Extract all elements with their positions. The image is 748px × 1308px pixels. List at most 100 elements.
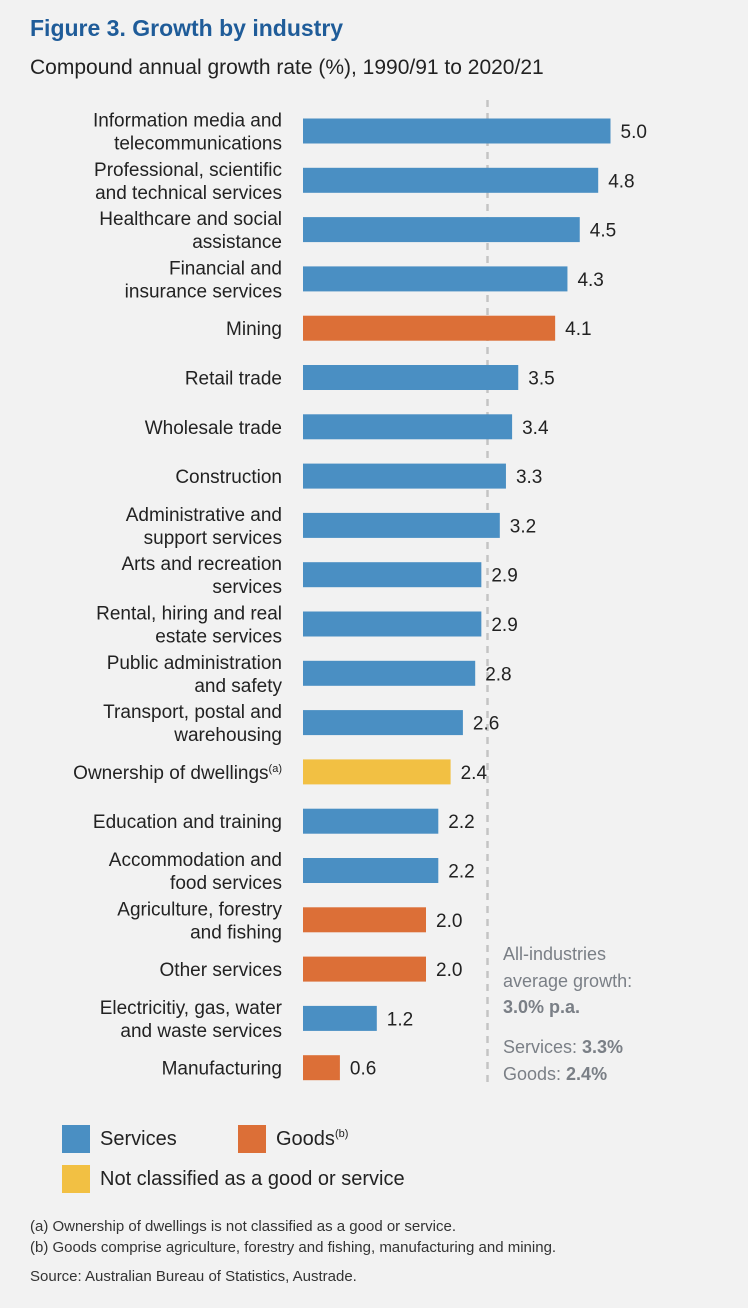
annotation-line-4: Goods: 2.4% (503, 1064, 607, 1084)
category-label-15-1: food services (170, 873, 282, 894)
annotation-part-0-0: All-industries (503, 944, 606, 964)
chart-title: Figure 3. Growth by industry (30, 15, 344, 41)
source-note: Source: Australian Bureau of Statistics,… (30, 1268, 357, 1285)
value-label-8: 3.2 (510, 516, 536, 537)
bar-1 (303, 167, 599, 193)
value-label-10: 2.9 (491, 615, 517, 636)
annotation-line-3: Services: 3.3% (503, 1037, 623, 1057)
value-label-11: 2.8 (485, 664, 511, 685)
value-label-4: 4.1 (565, 319, 591, 340)
category-label-3-0: Financial and (169, 258, 282, 279)
annotation-part-2-0: 3.0% p.a. (503, 997, 580, 1017)
bar-12 (303, 710, 463, 736)
bar-11 (303, 660, 476, 686)
value-label-18: 1.2 (387, 1009, 413, 1030)
category-label-13-0: Ownership of dwellings(a) (73, 763, 282, 784)
bar-16 (303, 907, 426, 933)
value-label-3: 4.3 (577, 270, 603, 291)
legend-item-services: Services (62, 1125, 177, 1153)
value-label-19: 0.6 (350, 1059, 376, 1080)
category-label-16-0: Agriculture, forestry (117, 899, 282, 920)
legend-label-goods: Goods(b) (276, 1127, 349, 1150)
bar-10 (303, 611, 482, 637)
category-label-15-0: Accommodation and (109, 850, 282, 871)
category-label-17-0: Other services (160, 960, 282, 981)
value-label-6: 3.4 (522, 418, 549, 439)
bar-14 (303, 808, 439, 834)
annotation-line-2: 3.0% p.a. (503, 997, 580, 1017)
legend-swatch-services (62, 1125, 90, 1153)
value-label-9: 2.9 (491, 566, 517, 587)
value-label-12: 2.6 (473, 714, 499, 735)
category-label-9-0: Arts and recreation (121, 554, 282, 575)
category-label-4-0: Mining (226, 319, 282, 340)
value-label-0: 5.0 (621, 122, 647, 143)
category-label-sup-13: (a) (269, 763, 282, 775)
category-label-12-1: warehousing (173, 725, 282, 746)
category-label-0-1: telecommunications (114, 134, 282, 155)
bar-13 (303, 759, 451, 785)
legend-label-unclassified: Not classified as a good or service (100, 1167, 405, 1190)
value-label-14: 2.2 (448, 812, 474, 833)
value-label-2: 4.5 (590, 221, 616, 242)
value-label-1: 4.8 (608, 171, 634, 192)
category-label-18-1: and waste services (120, 1021, 282, 1042)
category-label-11-1: and safety (194, 676, 282, 697)
bar-6 (303, 414, 513, 440)
category-label-16-1: and fishing (190, 922, 282, 943)
bar-3 (303, 266, 568, 292)
annotation-part-4-0: Goods: (503, 1064, 566, 1084)
bar-0 (303, 118, 611, 144)
annotation-line-1: average growth: (503, 971, 632, 991)
category-label-18-0: Electricitiy, gas, water (100, 998, 283, 1019)
chart-subtitle: Compound annual growth rate (%), 1990/91… (30, 56, 544, 79)
value-label-15: 2.2 (448, 862, 474, 883)
value-label-17: 2.0 (436, 960, 462, 981)
category-label-10-0: Rental, hiring and real (96, 604, 282, 625)
annotation-part-3-1: 3.3% (582, 1037, 623, 1057)
footnotes: (a) Ownership of dwellings is not classi… (30, 1216, 556, 1258)
category-label-7-0: Construction (175, 467, 282, 488)
bar-chart: 5.0 Information media andtelecommunicatio… (73, 100, 647, 1085)
annotation-part-3-0: Services: (503, 1037, 582, 1057)
category-label-3-1: insurance services (125, 281, 282, 302)
bar-15 (303, 858, 439, 883)
bar-17 (303, 956, 426, 982)
category-label-1-1: and technical services (95, 183, 282, 204)
category-label-8-0: Administrative and (126, 505, 282, 526)
legend-item-unclassified: Not classified as a good or service (62, 1165, 405, 1193)
bar-18 (303, 1005, 377, 1031)
category-label-19-0: Manufacturing (162, 1059, 282, 1080)
bar-9 (303, 562, 482, 588)
category-label-11-0: Public administration (107, 653, 282, 674)
bar-7 (303, 463, 506, 489)
category-label-14-0: Education and training (93, 812, 282, 833)
category-label-5-0: Retail trade (185, 369, 282, 390)
value-label-16: 2.0 (436, 911, 462, 932)
legend-label-services: Services (100, 1127, 177, 1150)
category-label-12-0: Transport, postal and (103, 702, 282, 723)
annotation-line-0: All-industries (503, 944, 606, 964)
category-label-0-0: Information media and (93, 111, 282, 132)
category-label-9-1: services (212, 577, 282, 598)
footnote-a: (a) Ownership of dwellings is not classi… (30, 1218, 457, 1235)
value-label-7: 3.3 (516, 467, 542, 488)
annotation-part-4-1: 2.4% (566, 1064, 607, 1084)
value-label-13: 2.4 (461, 763, 488, 784)
category-label-6-0: Wholesale trade (145, 418, 282, 439)
legend-item-goods: Goods(b) (238, 1125, 348, 1153)
category-label-10-1: estate services (155, 627, 282, 648)
legend-swatch-goods (238, 1125, 266, 1153)
category-label-8-1: support services (144, 528, 282, 549)
bar-4 (303, 315, 556, 341)
bar-2 (303, 217, 580, 243)
bar-5 (303, 365, 519, 390)
annotation-part-1-0: average growth: (503, 971, 632, 991)
category-label-2-1: assistance (192, 232, 282, 253)
category-label-1-0: Professional, scientific (94, 160, 282, 181)
footnote-b: (b) Goods comprise agriculture, forestry… (30, 1239, 557, 1256)
bar-19 (303, 1055, 340, 1081)
legend-swatch-unclassified (62, 1165, 90, 1193)
legend: Services Goods(b) Not classified as a go… (62, 1125, 722, 1205)
value-label-5: 3.5 (528, 369, 554, 390)
